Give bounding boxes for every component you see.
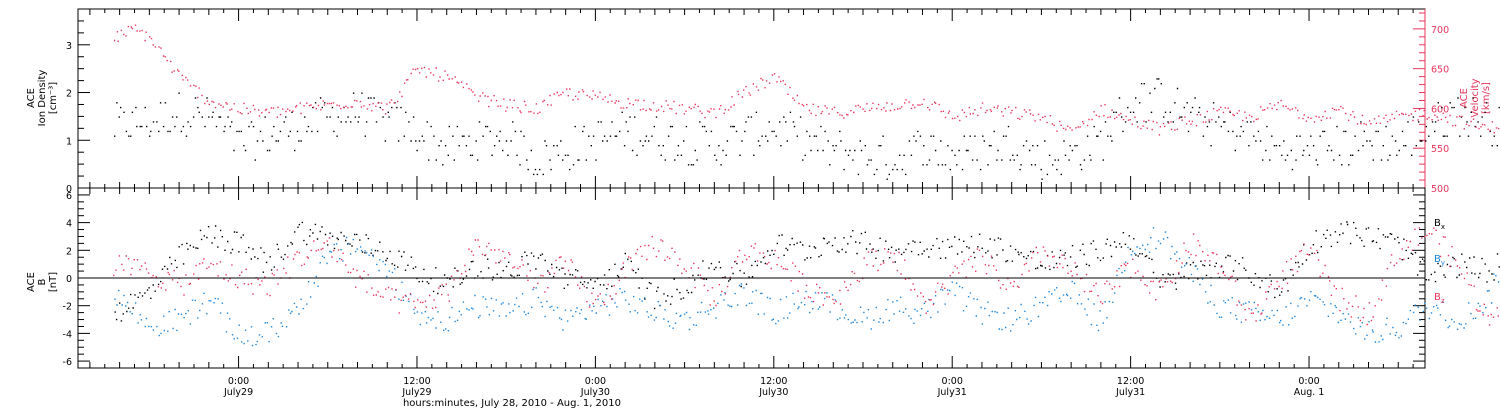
right-tick-label: 550: [1431, 144, 1449, 155]
right-tick-label: 700: [1431, 25, 1449, 36]
left-axis-title-line: B: [37, 278, 48, 285]
left-tick-label: 0: [66, 274, 72, 285]
x-axis: 0:00July2912:00July290:00July3012:00July…: [89, 9, 1414, 398]
series-ion-density: [114, 78, 1500, 180]
series-points: [114, 227, 1500, 347]
x-tick-date-label: July29: [401, 387, 431, 398]
left-axis-title-line: Ion Density: [37, 70, 48, 127]
series-bx: [114, 221, 1500, 322]
left-tick-label: 6: [66, 191, 72, 202]
x-tick-time-label: 0:00: [1298, 376, 1319, 387]
legend-bz: Bz: [1434, 292, 1445, 305]
series-points: [114, 78, 1500, 180]
series-by: [114, 227, 1500, 347]
x-tick-time-label: 0:00: [585, 376, 606, 387]
left-tick-label: 2: [66, 246, 72, 257]
x-tick-date-label: July30: [758, 387, 788, 398]
x-tick-date-label: Aug. 1: [1294, 387, 1325, 398]
right-axis-title-line: ACE: [1459, 88, 1470, 108]
bottom-panel: -6 -4 -2 0 2 4 6 ACE B [nT] Bx By Bz: [26, 187, 1500, 369]
x-tick-date-label: July31: [1115, 387, 1145, 398]
x-tick-date-label: July29: [223, 387, 253, 398]
x-tick-time-label: 12:00: [760, 376, 787, 387]
left-axis-title-line: ACE: [26, 272, 37, 292]
right-tick-label: 650: [1431, 65, 1449, 76]
legend-by: By: [1434, 254, 1445, 267]
right-axis-title-line: Velocity: [1470, 78, 1481, 117]
left-tick-label: 4: [66, 219, 72, 230]
x-tick-time-label: 12:00: [403, 376, 430, 387]
x-tick-time-label: 0:00: [228, 376, 249, 387]
top-panel-frame: [77, 8, 1426, 189]
left-axis-title-line: [nT]: [48, 272, 59, 292]
x-tick-date-label: July30: [580, 387, 610, 398]
series-velocity: [113, 24, 1500, 136]
left-tick-label: 1: [66, 136, 72, 147]
left-tick-label: 2: [66, 89, 72, 100]
x-tick-time-label: 12:00: [1117, 376, 1144, 387]
series-points: [114, 221, 1500, 322]
x-tick-time-label: 0:00: [942, 376, 963, 387]
x-tick-date-label: July31: [937, 387, 967, 398]
series-points: [113, 24, 1500, 136]
x-axis-title: hours:minutes, July 28, 2010 - Aug. 1, 2…: [403, 398, 621, 409]
left-axis-title-line: ACE: [26, 88, 37, 108]
legend-bx: Bx: [1434, 218, 1445, 231]
left-tick-label: 3: [66, 41, 72, 52]
left-tick-label: 0: [66, 184, 72, 195]
left-axis-title-line: [cm⁻³]: [48, 82, 59, 114]
right-tick-label: 500: [1431, 184, 1449, 195]
right-axis-title-line: [km/s]: [1481, 82, 1492, 114]
left-tick-label: -6: [63, 357, 72, 368]
left-tick-label: -4: [63, 329, 72, 340]
right-tick-label: 600: [1431, 104, 1449, 115]
left-tick-label: -2: [63, 302, 72, 313]
